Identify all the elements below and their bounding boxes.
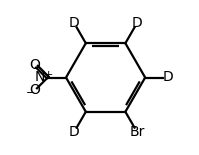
Text: N: N: [35, 71, 45, 84]
Text: D: D: [131, 16, 142, 30]
Text: Br: Br: [129, 125, 145, 139]
Text: D: D: [69, 16, 80, 30]
Text: −: −: [26, 88, 36, 98]
Text: D: D: [69, 125, 80, 139]
Text: O: O: [29, 83, 40, 97]
Text: O: O: [29, 58, 40, 72]
Text: +: +: [44, 70, 53, 80]
Text: D: D: [163, 71, 173, 84]
